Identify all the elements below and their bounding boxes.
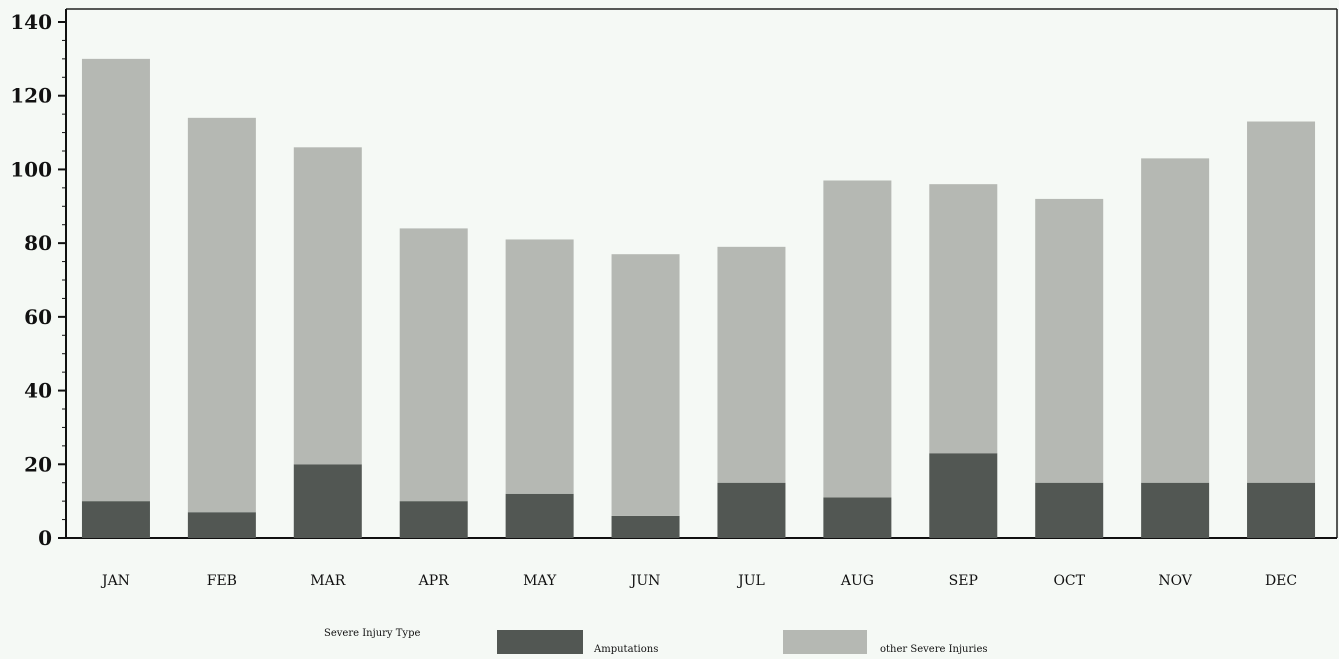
bar-oct-amputations bbox=[1035, 482, 1104, 538]
bar-dec-amputations bbox=[1247, 482, 1316, 538]
bar-jul-amputations bbox=[717, 482, 786, 538]
y-tick-label: 60 bbox=[24, 305, 52, 329]
x-tick-label: MAY bbox=[523, 573, 557, 589]
y-tick-label: 0 bbox=[38, 526, 52, 550]
bar-aug-amputations bbox=[823, 497, 892, 538]
legend-title: Severe Injury Type bbox=[324, 628, 420, 639]
bar-jun-other-severe-injuries bbox=[611, 254, 680, 516]
x-tick-label: FEB bbox=[207, 573, 237, 589]
bar-nov-amputations bbox=[1141, 482, 1210, 538]
bar-jul-other-severe-injuries bbox=[717, 246, 786, 483]
bar-dec-other-severe-injuries bbox=[1247, 121, 1316, 483]
y-tick-label: 80 bbox=[24, 231, 52, 255]
x-tick-label: JUL bbox=[736, 573, 765, 589]
y-axis: 0 20 40 60 80 100 120 140 bbox=[10, 9, 1337, 550]
bar-sep-amputations bbox=[929, 453, 998, 538]
bar-may-amputations bbox=[505, 493, 574, 538]
bar-nov-other-severe-injuries bbox=[1141, 158, 1210, 483]
x-tick-label: MAR bbox=[310, 573, 345, 589]
y-tick-label: 100 bbox=[10, 157, 52, 181]
legend-swatch-other-severe-injuries bbox=[783, 630, 867, 654]
bar-mar-other-severe-injuries bbox=[293, 147, 362, 465]
legend-swatch-amputations bbox=[497, 630, 583, 654]
bar-apr-other-severe-injuries bbox=[399, 228, 468, 502]
y-tick-label: 120 bbox=[10, 84, 52, 108]
x-tick-label: OCT bbox=[1053, 573, 1085, 589]
bar-aug-other-severe-injuries bbox=[823, 180, 892, 498]
bar-jun-amputations bbox=[611, 515, 680, 538]
x-axis: JAN FEB MAR APR MAY JUN JUL AUG SEP OCT NOV DEC bbox=[100, 573, 1297, 589]
bar-jan-amputations bbox=[81, 501, 150, 538]
bar-mar-amputations bbox=[293, 464, 362, 538]
bar-feb-other-severe-injuries bbox=[187, 117, 256, 513]
bar-sep-other-severe-injuries bbox=[929, 184, 998, 454]
bar-may-other-severe-injuries bbox=[505, 239, 574, 494]
x-tick-label: AUG bbox=[840, 573, 874, 589]
bar-jan-other-severe-injuries bbox=[81, 58, 150, 502]
bar-apr-amputations bbox=[399, 501, 468, 538]
legend: Severe Injury Type Amputations other Sev… bbox=[324, 628, 988, 655]
bar-feb-amputations bbox=[187, 512, 256, 538]
legend-label-amputations: Amputations bbox=[593, 644, 658, 655]
x-tick-label: JAN bbox=[100, 573, 130, 589]
bars bbox=[81, 58, 1316, 538]
plot-frame bbox=[66, 8, 1338, 538]
bar-oct-other-severe-injuries bbox=[1035, 198, 1104, 483]
y-tick-label: 140 bbox=[10, 10, 52, 34]
y-tick-label: 20 bbox=[24, 452, 52, 476]
x-tick-label: NOV bbox=[1158, 573, 1192, 589]
x-tick-label: SEP bbox=[949, 573, 978, 589]
x-tick-label: JUN bbox=[629, 573, 661, 589]
x-tick-label: APR bbox=[418, 573, 450, 589]
x-tick-label: DEC bbox=[1265, 573, 1297, 589]
legend-label-other-severe-injuries: other Severe Injuries bbox=[880, 644, 988, 655]
y-tick-label: 40 bbox=[24, 379, 52, 403]
